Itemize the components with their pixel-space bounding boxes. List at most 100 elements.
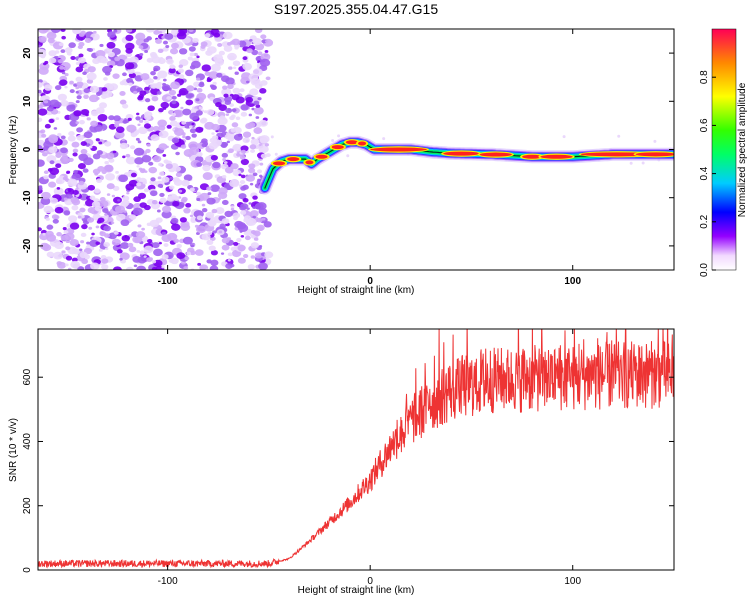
y-tick-label: 600 (22, 368, 33, 385)
noise-dot (161, 84, 171, 91)
noise-dot (141, 227, 145, 231)
noise-dot (179, 217, 187, 223)
noise-dot (106, 183, 115, 190)
noise-dot (73, 110, 82, 117)
noise-dot (194, 249, 204, 256)
noise-dot (230, 128, 237, 133)
noise-dot (76, 134, 84, 141)
noise-dot (119, 91, 126, 96)
noise-dot (95, 225, 100, 229)
noise-dot (182, 236, 193, 245)
noise-dot (125, 48, 133, 54)
noise-dot (72, 190, 79, 195)
noise-dot (75, 61, 80, 66)
spectrogram-y-label: Frequency (Hz) (8, 116, 19, 185)
noise-dot (40, 197, 51, 205)
noise-dot (232, 66, 237, 70)
noise-dot (161, 234, 172, 242)
noise-dot (61, 71, 66, 75)
noise-dot (158, 143, 168, 151)
noise-dot (178, 189, 183, 193)
noise-dot (215, 207, 225, 215)
noise-dot (83, 157, 94, 166)
noise-dot (125, 156, 136, 165)
snr-line (38, 329, 674, 569)
noise-dot (169, 185, 175, 190)
noise-dot (196, 162, 203, 167)
noise-dot (38, 144, 43, 152)
noise-dot (257, 97, 262, 101)
noise-dot (106, 41, 116, 49)
noise-dot (191, 122, 195, 126)
noise-dot (58, 42, 64, 47)
noise-dot (227, 252, 233, 257)
noise-dot (206, 78, 212, 83)
noise-dot (46, 251, 55, 258)
noise-dot (72, 148, 79, 153)
noise-dot (249, 88, 259, 96)
noise-dot (231, 122, 239, 128)
noise-dot (83, 88, 91, 94)
noise-dot (46, 106, 54, 112)
noise-dot (232, 212, 241, 219)
noise-dot (210, 249, 218, 256)
noise-dot (236, 237, 242, 242)
noise-dot (108, 115, 115, 121)
noise-dot (230, 163, 239, 170)
noise-dot (199, 118, 207, 124)
noise-dot (137, 192, 147, 199)
noise-dot (44, 84, 53, 91)
noise-dot (193, 52, 198, 57)
noise-dot (196, 87, 203, 93)
noise-dot (172, 201, 180, 207)
y-tick-label: 200 (22, 497, 33, 514)
snr-frame (37, 328, 675, 571)
noise-dot (205, 157, 210, 161)
noise-dot (241, 149, 247, 154)
noise-dot (139, 254, 144, 257)
hot-spot-core (522, 154, 543, 159)
noise-dot (231, 114, 236, 119)
noise-dot (68, 42, 76, 49)
noise-dot (78, 53, 84, 58)
noise-dot (148, 161, 154, 166)
noise-dot (229, 179, 240, 188)
noise-dot (223, 93, 229, 98)
noise-dot (104, 213, 108, 216)
noise-dot (111, 194, 116, 198)
noise-dot (170, 257, 179, 265)
noise-dot (182, 135, 186, 139)
noise-dot (113, 266, 122, 270)
noise-dot (222, 31, 233, 40)
noise-dot (54, 241, 64, 250)
hot-spot-core (479, 152, 512, 157)
noise-dot (81, 224, 88, 230)
noise-dot (127, 242, 134, 248)
noise-dot (67, 267, 72, 270)
noise-dot (125, 153, 131, 158)
noise-dot (217, 117, 228, 125)
noise-dot (175, 151, 180, 156)
noise-dot (169, 116, 176, 121)
noise-dot (86, 241, 90, 245)
noise-dot (38, 29, 49, 34)
noise-dot (95, 50, 106, 58)
noise-dot (247, 264, 255, 270)
noise-dot (251, 107, 255, 111)
noise-dot (169, 48, 179, 55)
noise-dot (166, 58, 174, 65)
noise-dot (122, 195, 130, 202)
noise-dot (217, 197, 221, 201)
noise-dot (172, 65, 176, 69)
noise-dot (112, 150, 117, 154)
noise-dot (204, 71, 211, 76)
noise-dot (183, 207, 191, 214)
noise-dot (208, 142, 218, 150)
noise-dot (122, 103, 129, 109)
noise-dot (38, 104, 43, 109)
noise-dot (69, 222, 80, 230)
noise-dot (86, 72, 97, 81)
noise-dot (72, 152, 78, 157)
noise-dot (55, 163, 62, 169)
noise-dot (163, 243, 169, 247)
